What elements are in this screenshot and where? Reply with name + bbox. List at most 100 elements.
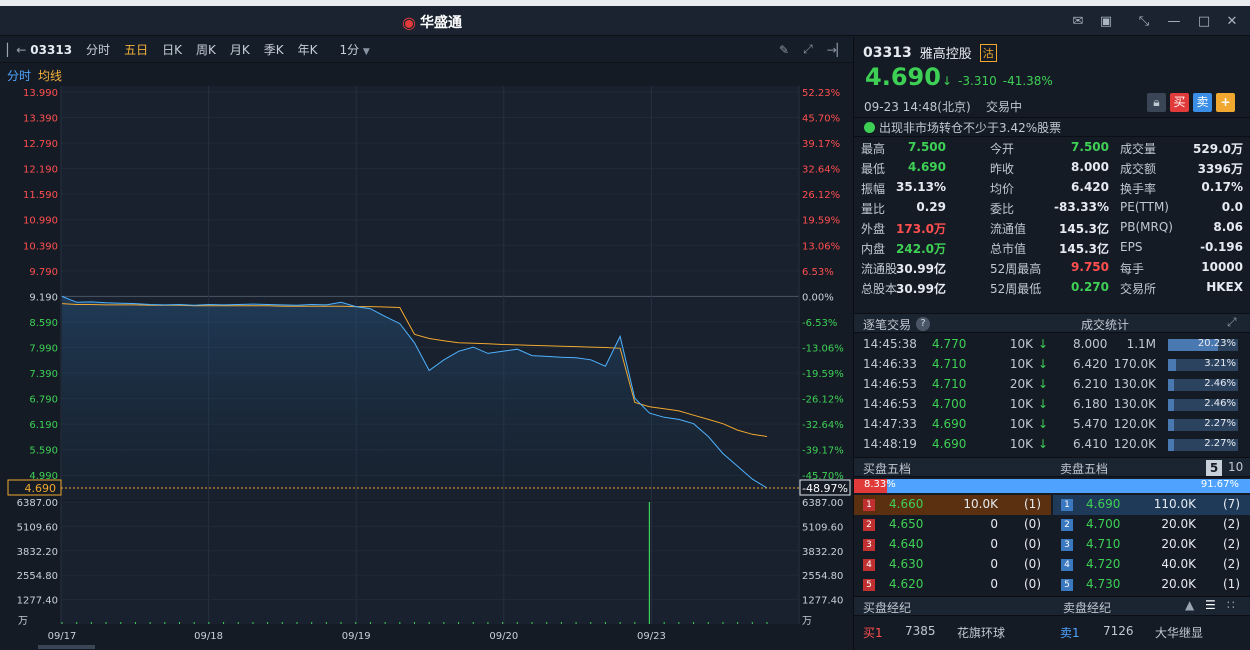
current-price-tag [7, 479, 62, 496]
down-arrow-icon: ↓ [1038, 417, 1049, 431]
ask-broker-name[interactable]: 大华继显 [1155, 626, 1204, 640]
stat-price: 6.180 [1073, 397, 1108, 411]
price-tick-label: 5.590 [29, 446, 58, 457]
sidebar-toggle-icon[interactable]: ▏← [7, 42, 27, 57]
tab-five-day[interactable]: 五日 [124, 43, 149, 57]
lock-icon[interactable]: 🔒︎ [1147, 93, 1166, 112]
chart-subtoolbar: 分时 均线 [0, 64, 853, 86]
price-change-group: ↓ -3.310 -41.38% [942, 74, 1053, 88]
expand-icon[interactable]: ⤢ [1227, 315, 1237, 329]
bid-volume: 0 [990, 577, 998, 591]
x-axis: 09/17 09/18 09/19 09/20 09/23 [48, 631, 666, 642]
volume-tick-label: 6387.00 [17, 498, 58, 509]
stat-label: 52周最高 [990, 262, 1042, 276]
fullscreen-icon[interactable]: ⤢ [803, 42, 813, 56]
volume-tick-label-right: 6387.00 [802, 498, 843, 509]
current-pct-tag [799, 479, 851, 496]
bid-price: 4.650 [889, 517, 924, 531]
tab-fenshi[interactable]: 分时 [86, 43, 111, 57]
minimize-icon[interactable]: — [1167, 14, 1181, 29]
shirt-icon[interactable]: ▣ [1099, 14, 1113, 29]
down-arrow-icon: ↓ [1038, 337, 1049, 351]
stat-label: 换手率 [1120, 182, 1157, 196]
price-tick-label: 9.790 [29, 267, 58, 278]
ask-level[interactable]: 3 4.710 20.0K (2) [1053, 535, 1250, 555]
bid-level[interactable]: 2 4.650 0 (0) [854, 515, 1051, 535]
sub-tab-fenshi[interactable]: 分时 [7, 68, 32, 83]
trade-time: 14:48:19 [863, 437, 917, 451]
stat-label: 量比 [861, 202, 886, 216]
stat-value: 30.99亿 [896, 262, 946, 276]
price-tick-label: 6.190 [29, 420, 58, 431]
buy-button[interactable]: 买 [1170, 93, 1189, 112]
price-tick-label: 6.790 [29, 395, 58, 406]
brand-logo-icon: ◉ [402, 12, 416, 32]
avg-price-line [61, 303, 768, 437]
tab-day-k[interactable]: 日K [162, 43, 182, 57]
tab-quarter-k[interactable]: 季K [263, 43, 284, 57]
top-strip [0, 0, 1250, 6]
chart-scrollbar[interactable] [38, 645, 95, 649]
stat-volume: 130.0K [1113, 377, 1156, 391]
bid-orders: (0) [1024, 517, 1041, 531]
close-icon[interactable]: ✕ [1226, 14, 1238, 29]
bid-broker-id: 7385 [905, 624, 936, 638]
pct-tick-label: 39.17% [802, 139, 840, 150]
collapse-icon[interactable]: ⤡ [1138, 14, 1150, 29]
sub-tab-avg-line[interactable]: 均线 [38, 68, 63, 83]
trade-row: 14:45:38 4.770 10K ↓ 8.000 1.1M 20.23% [854, 335, 1250, 355]
pct-tick-label: 13.06% [802, 241, 840, 252]
volume-tick-label: 1277.40 [17, 596, 58, 607]
pct-tick-label: 19.59% [802, 216, 840, 227]
tab-year-k[interactable]: 年K [297, 43, 318, 57]
bid-level[interactable]: 4 4.630 0 (0) [854, 555, 1051, 575]
pct-tick-label: 6.53% [802, 267, 834, 278]
bid-volume: 0 [990, 557, 998, 571]
ask-level[interactable]: 2 4.700 20.0K (2) [1053, 515, 1250, 535]
list-view-icon[interactable]: ☰ [1205, 598, 1216, 612]
stat-value: 7.500 [908, 140, 946, 154]
order-book: 1 4.660 10.0K (1) 1 4.690 110.0K (7) 2 4.650 0 (0) 2… [854, 495, 1250, 595]
grid-view-icon[interactable]: ∷ [1227, 598, 1235, 612]
stat-label: 流通值 [990, 222, 1027, 236]
pct-tick-label: -32.64% [802, 420, 844, 431]
stat-label: 流通股 [861, 262, 898, 276]
sell-button[interactable]: 卖 [1193, 93, 1212, 112]
quote-time: 09-23 14:48(北京) [864, 100, 971, 114]
stat-value: 3396万 [1197, 162, 1243, 176]
depth-5-button[interactable]: 5 [1206, 460, 1222, 476]
stat-value: 10000 [1201, 260, 1243, 274]
stat-bar-bg: 2.46% [1168, 378, 1238, 391]
interval-select[interactable]: 1分 ▼ [332, 41, 376, 58]
stat-bar-fill [1168, 399, 1174, 411]
ask-level[interactable]: 1 4.690 110.0K (7) [1053, 495, 1250, 515]
tab-month-k[interactable]: 月K [229, 43, 250, 57]
trade-volume: 10K [1009, 397, 1033, 411]
price-volume-chart[interactable]: 13.990 13.390 12.790 12.190 11.590 10.990 10.3… [0, 84, 853, 650]
pct-tick-label: -45.70% [802, 471, 844, 482]
panel-expand-icon[interactable]: →▏ [826, 42, 846, 57]
mail-icon[interactable]: ✉ [1072, 14, 1084, 29]
short-sell-badge: 沽 [979, 43, 997, 62]
bid-level[interactable]: 1 4.660 10.0K (1) [854, 495, 1051, 515]
draw-pen-icon[interactable]: ✎ [779, 42, 790, 57]
stat-value: 0.17% [1201, 180, 1243, 194]
stat-pct: 2.27% [1204, 418, 1236, 429]
help-icon[interactable]: ? [916, 317, 930, 331]
depth-10-button[interactable]: 10 [1228, 460, 1244, 474]
ask-orders: (2) [1223, 557, 1240, 571]
bid-level[interactable]: 5 4.620 0 (0) [854, 575, 1051, 595]
bid-level[interactable]: 3 4.640 0 (0) [854, 535, 1051, 555]
maximize-icon[interactable]: □ [1197, 14, 1211, 29]
stat-value: 145.3亿 [1059, 222, 1109, 236]
bid-broker-name[interactable]: 花旗环球 [957, 626, 1006, 640]
ask-level[interactable]: 4 4.720 40.0K (2) [1053, 555, 1250, 575]
book-row: 1 4.660 10.0K (1) 1 4.690 110.0K (7) [854, 495, 1250, 515]
ask-level[interactable]: 5 4.730 20.0K (1) [1053, 575, 1250, 595]
add-watchlist-button[interactable]: + [1216, 93, 1235, 112]
pct-tick-label: -19.59% [802, 369, 844, 380]
trade-price: 4.700 [932, 397, 967, 411]
volume-plot-area [61, 502, 799, 624]
person-icon[interactable]: ▲ [1185, 598, 1195, 612]
tab-week-k[interactable]: 周K [195, 43, 216, 57]
